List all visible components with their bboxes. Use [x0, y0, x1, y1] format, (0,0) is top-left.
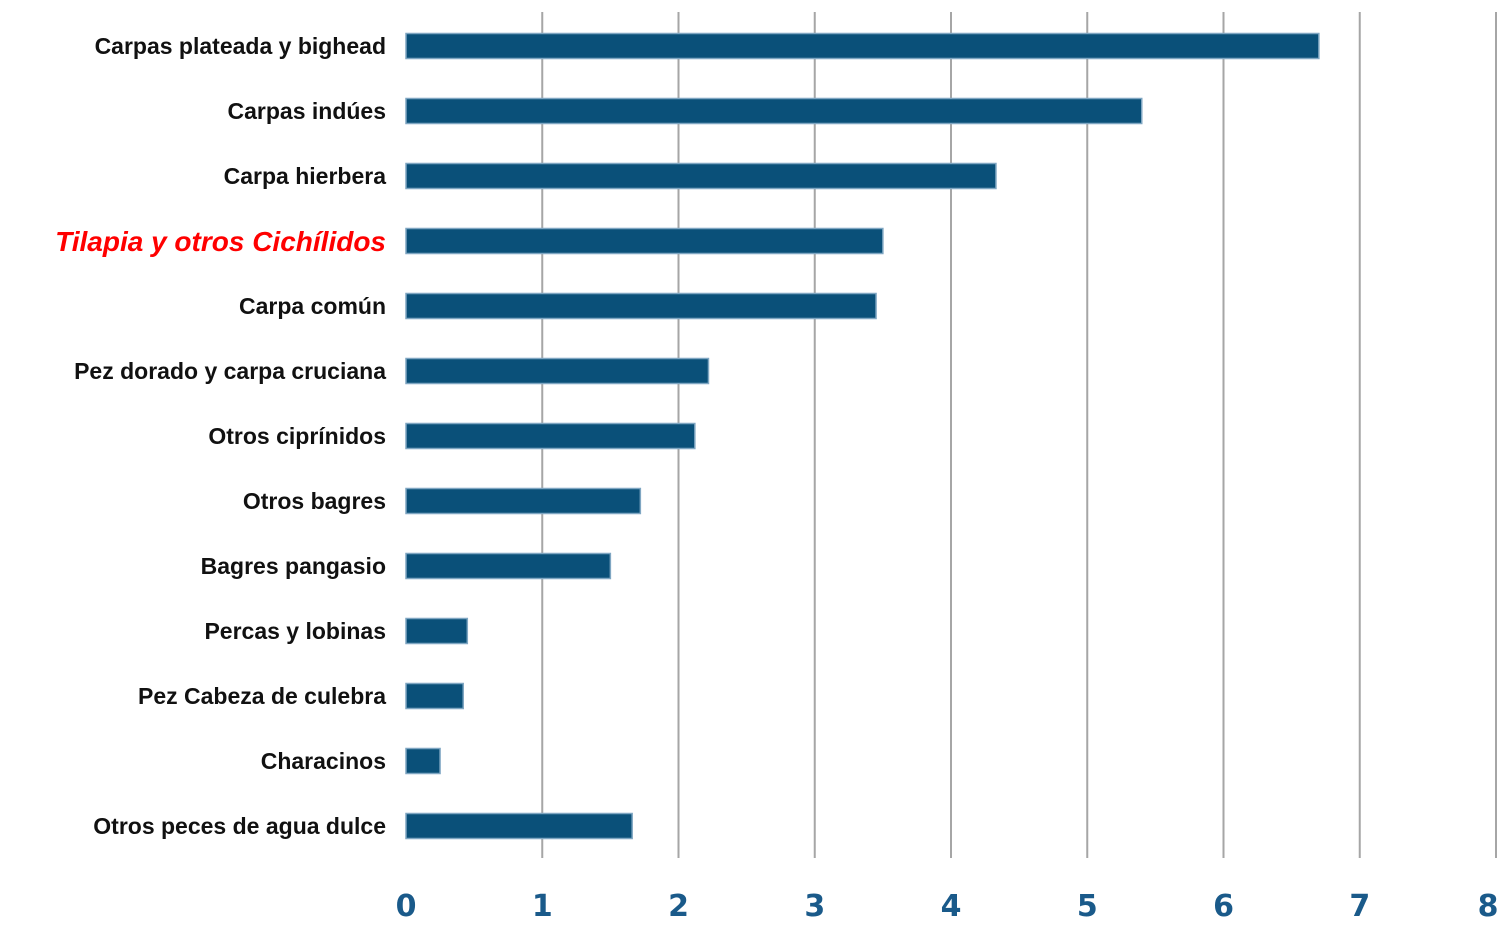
bar-outline: [405, 487, 642, 515]
category-label: Otros ciprínidos: [208, 423, 386, 449]
category-label: Pez dorado y carpa cruciana: [74, 358, 386, 384]
category-label: Bagres pangasio: [201, 553, 386, 579]
bar-8: [405, 552, 612, 580]
bar-outline: [405, 682, 464, 710]
bar-fill: [406, 618, 468, 644]
x-tick-label: 5: [1077, 889, 1098, 924]
bar-outline: [405, 162, 997, 190]
bar-fill: [406, 228, 883, 254]
category-label: Carpas indúes: [228, 98, 387, 124]
x-tick-label: 3: [804, 889, 825, 924]
bar-outline: [405, 552, 612, 580]
category-label: Percas y lobinas: [204, 618, 386, 644]
bar-fill: [406, 488, 641, 514]
category-label: Characinos: [261, 748, 386, 774]
bar-fill: [406, 683, 464, 709]
category-labels: Carpas plateada y bighead Carpas indúes Ca…: [55, 33, 386, 839]
bar-outline: [405, 812, 633, 840]
bar-10: [405, 682, 464, 710]
category-label: Otros bagres: [243, 488, 386, 514]
x-tick-label: 2: [668, 889, 689, 924]
category-label: Carpas plateada y bighead: [95, 33, 386, 59]
bar-0: [405, 32, 1320, 60]
bar-5: [405, 357, 710, 385]
bar-fill: [406, 293, 877, 319]
bar-fill: [406, 163, 996, 189]
bar-2: [405, 162, 997, 190]
bar-9: [405, 617, 469, 645]
bars: [405, 32, 1320, 840]
bar-outline: [405, 32, 1320, 60]
x-tick-label: 0: [396, 889, 417, 924]
bar-fill: [406, 98, 1142, 124]
bar-outline: [405, 422, 696, 450]
bar-fill: [406, 358, 709, 384]
grid-lines: [541, 12, 1497, 858]
bar-11: [405, 747, 441, 775]
x-axis-tick-labels: 0 1 2 3 4 5 6 7 8: [396, 889, 1499, 924]
category-label: Otros peces de agua dulce: [93, 813, 386, 839]
bar-outline: [405, 747, 441, 775]
category-label: Carpa hierbera: [224, 163, 387, 189]
bar-outline: [405, 292, 877, 320]
bar-outline: [405, 357, 710, 385]
bar-outline: [405, 227, 884, 255]
bar-outline: [405, 97, 1143, 125]
bar-1: [405, 97, 1143, 125]
category-label: Carpa común: [239, 293, 386, 319]
bar-fill: [406, 813, 633, 839]
bar-fill: [406, 423, 695, 449]
x-tick-label: 1: [532, 889, 553, 924]
x-tick-label: 8: [1478, 889, 1499, 924]
x-tick-label: 7: [1349, 889, 1370, 924]
bar-fill: [406, 33, 1319, 59]
bar-6: [405, 422, 696, 450]
bar-3: [405, 227, 884, 255]
bar-4: [405, 292, 877, 320]
category-label: Pez Cabeza de culebra: [138, 683, 386, 709]
category-label: Tilapia y otros Cichílidos: [55, 226, 386, 257]
bar-fill: [406, 553, 611, 579]
x-tick-label: 6: [1213, 889, 1234, 924]
bar-12: [405, 812, 633, 840]
bar-7: [405, 487, 642, 515]
bar-fill: [406, 748, 441, 774]
x-tick-label: 4: [941, 889, 962, 924]
bar-outline: [405, 617, 469, 645]
